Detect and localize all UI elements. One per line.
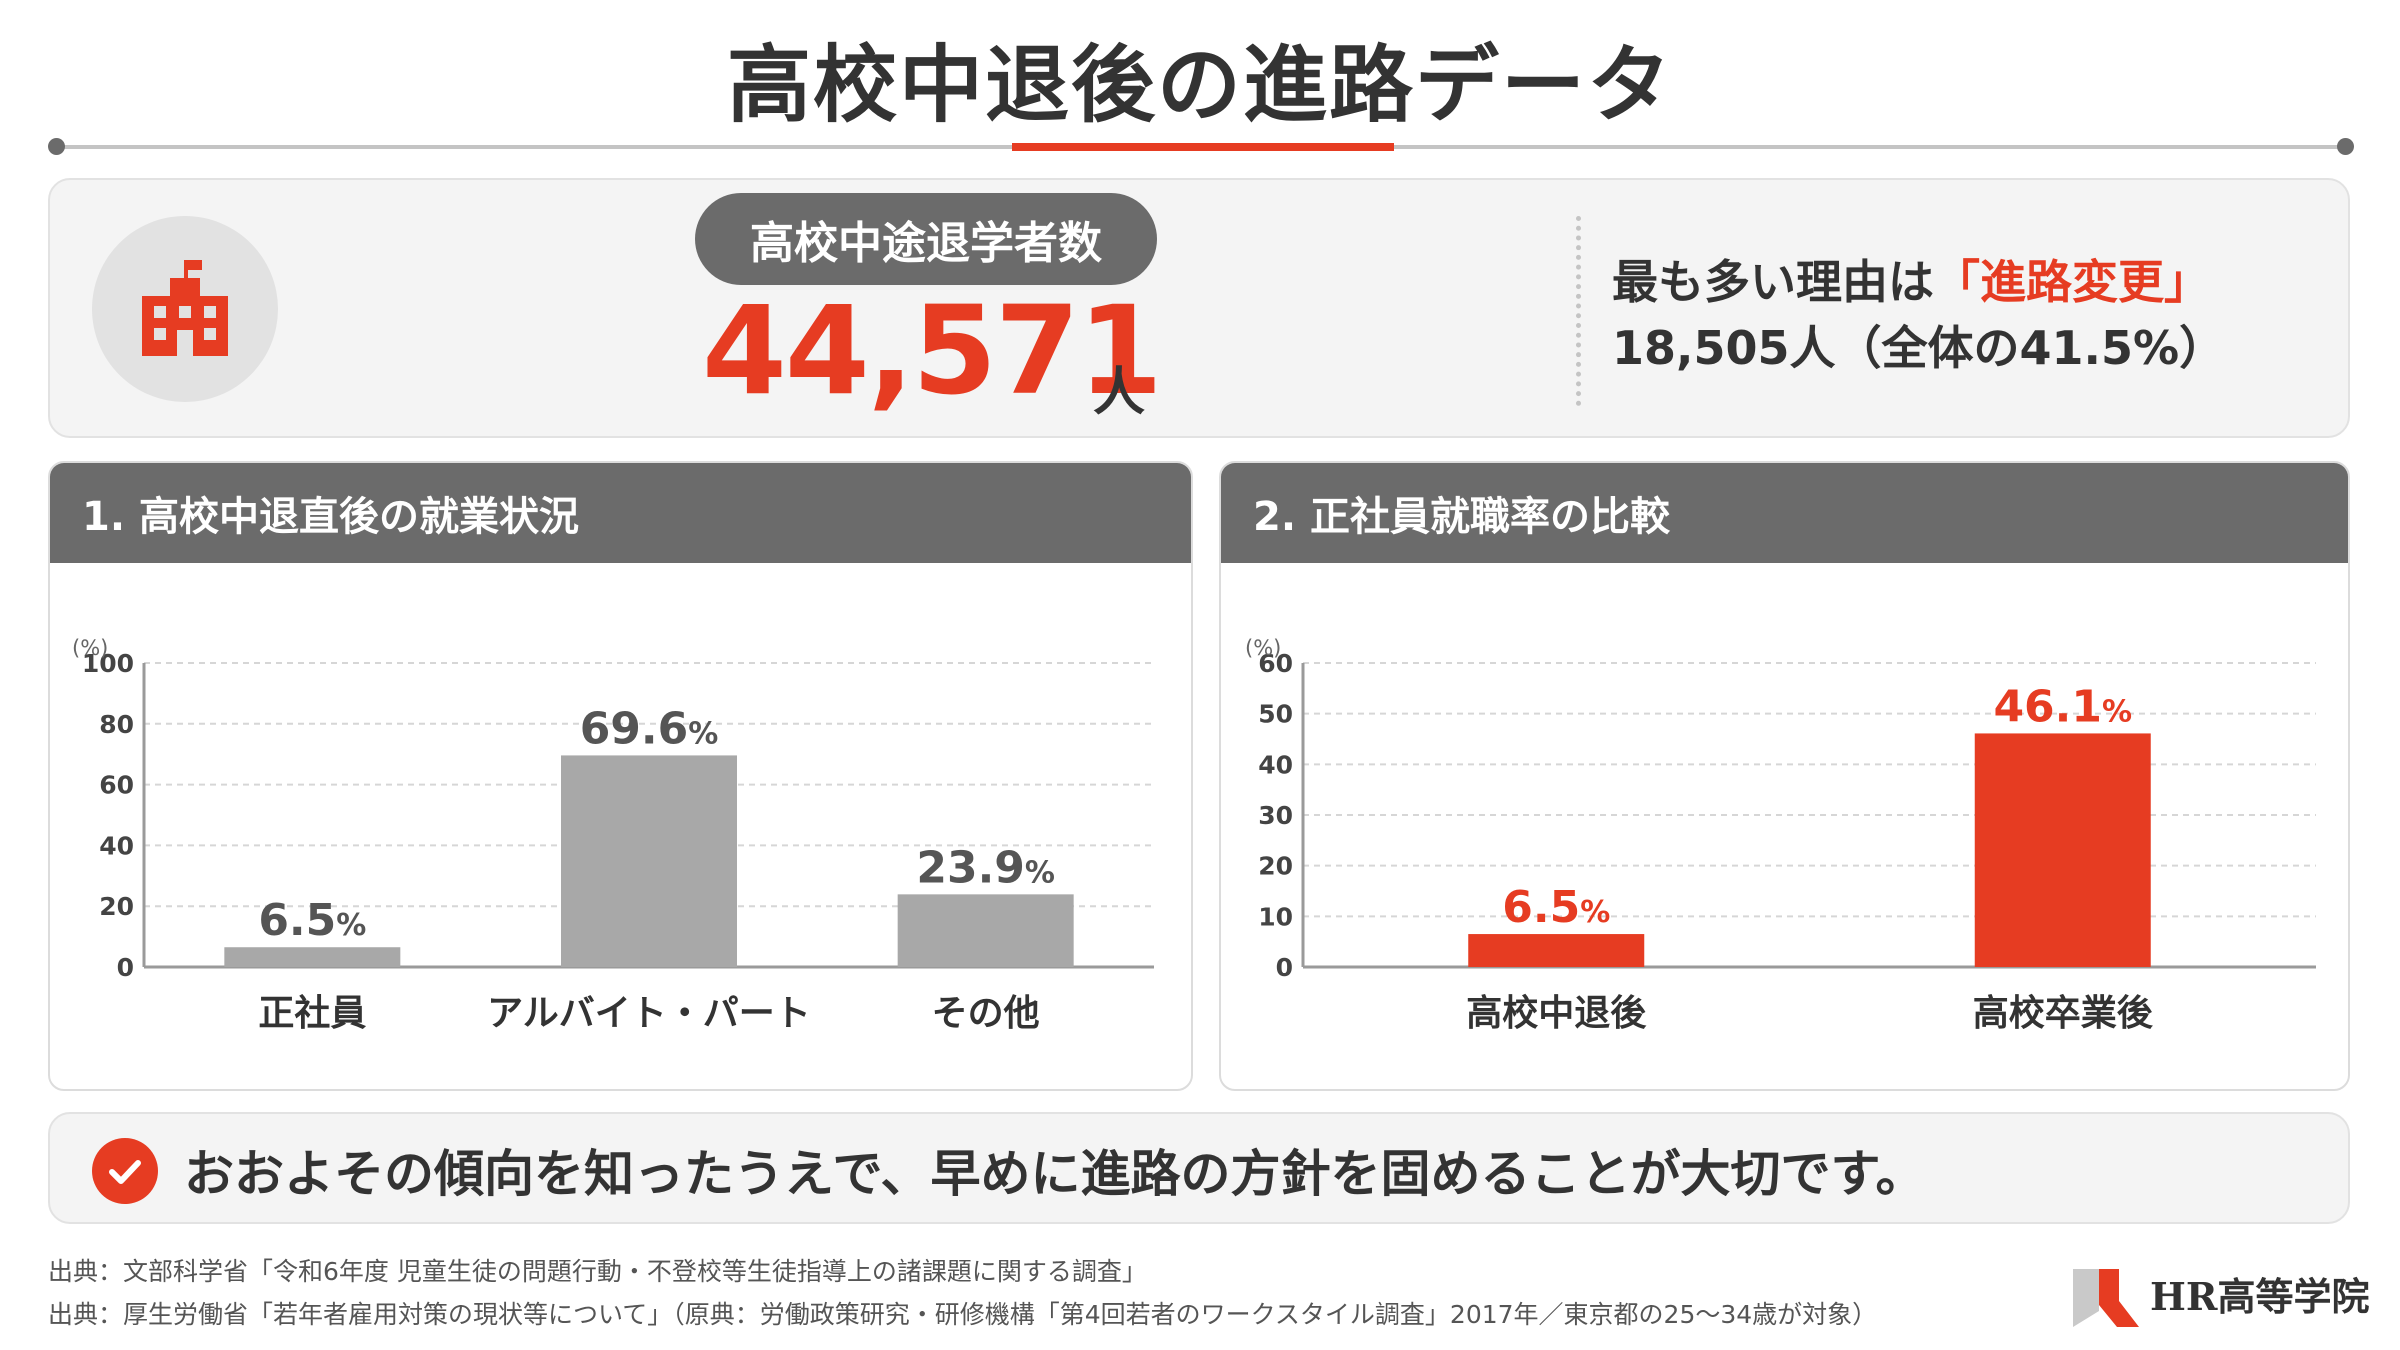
y-axis-unit-label: (%)	[1245, 636, 1281, 660]
bar-value-label: 6.5%	[258, 895, 366, 946]
y-tick-label: 40	[99, 831, 134, 860]
bar-value-label: 46.1%	[1993, 681, 2132, 732]
employment-status-chart: 0 20 40 60 80 100(%) 6.5% 正社員 69.6% アルバイト・パート 23.9…	[72, 636, 1154, 1034]
fulltime-rate-panel: 2. 正社員就職率の比較 0 10 20 30 40 50 60 (%) 6.5% 高校中退後 46…	[1219, 461, 2350, 1091]
bar	[897, 894, 1074, 967]
check-icon	[92, 1138, 158, 1204]
y-tick-label: 10	[1258, 902, 1293, 931]
y-tick-label: 40	[1258, 750, 1293, 779]
divider-dot-right	[2337, 138, 2354, 155]
y-tick-label: 60	[99, 771, 134, 800]
y-tick-label: 60	[1258, 649, 1293, 678]
top-reason-detail: 18,505人（全体の41.5%）	[1612, 321, 2226, 375]
source-note-1: 出典：文部科学省「令和6年度 児童生徒の問題行動・不登校等生徒指導上の諸課題に関…	[48, 1257, 1147, 1286]
advice-message: おおよその傾向を知ったうえで、早めに進路の方針を固めることが大切です。	[48, 1112, 2350, 1224]
employment-status-panel: 1. 高校中退直後の就業状況 0 20 40 60 80 100 (%) 6.5% 正社員 69.…	[48, 461, 1193, 1091]
x-category-label: その他	[932, 993, 1040, 1034]
logo-text: HR高等学院	[2150, 1274, 2370, 1319]
bar	[1468, 934, 1645, 967]
y-tick-label: 80	[99, 710, 134, 739]
y-tick-label: 0	[1276, 953, 1293, 982]
top-reason-prefix: 最も多い理由は	[1612, 255, 1934, 309]
x-category-label: 高校中退後	[1466, 993, 1647, 1034]
y-tick-label: 30	[1258, 801, 1293, 830]
bar-value-label: 23.9%	[916, 842, 1055, 893]
bar-value-label: 69.6%	[580, 703, 719, 754]
bar-value-label: 6.5%	[1502, 882, 1610, 933]
advice-text: おおよその傾向を知ったうえで、早めに進路の方針を固めることが大切です。	[184, 1145, 1926, 1203]
source-note-2: 出典：厚生労働省「若年者雇用対策の現状等について」（原典：労働政策研究・研修機構…	[48, 1300, 1878, 1329]
y-tick-label: 20	[99, 892, 134, 921]
dropout-count-label: 高校中途退学者数	[695, 193, 1157, 285]
x-category-label: アルバイト・パート	[487, 993, 811, 1034]
fulltime-rate-chart: 0 10 20 30 40 50 60(%) 6.5% 高校中退後 46.1% 高校卒業後	[1245, 636, 2316, 1034]
bar	[224, 947, 401, 967]
x-category-label: 正社員	[258, 993, 366, 1034]
summary-card: 高校中途退学者数 44,571 人 最も多い理由は「進路変更」 18,505人（…	[48, 178, 2350, 438]
fulltime-rate-title: 2. 正社員就職率の比較	[1221, 463, 2348, 563]
y-tick-label: 100	[82, 649, 134, 678]
dropout-count-unit: 人	[1093, 363, 1146, 423]
employment-status-title: 1. 高校中退直後の就業状況	[50, 463, 1191, 563]
top-reason-highlight: 「進路変更」	[1934, 255, 2210, 309]
dropout-count-value: 44,571	[702, 280, 1163, 422]
summary-divider	[1576, 216, 1581, 406]
hr-logo-mark	[2073, 1269, 2139, 1327]
x-category-label: 高校卒業後	[1973, 993, 2154, 1034]
school-building-icon	[92, 216, 278, 402]
page-title: 高校中退後の進路データ	[726, 36, 1673, 134]
bar	[561, 755, 737, 967]
top-reason: 最も多い理由は「進路変更」	[1612, 246, 2210, 312]
divider-dot-left	[48, 138, 65, 155]
y-axis-unit-label: (%)	[72, 636, 108, 660]
y-tick-label: 20	[1258, 852, 1293, 881]
y-tick-label: 0	[117, 953, 134, 982]
y-tick-label: 50	[1258, 700, 1293, 729]
title-divider-accent	[1012, 143, 1394, 151]
bar	[1974, 733, 2151, 967]
